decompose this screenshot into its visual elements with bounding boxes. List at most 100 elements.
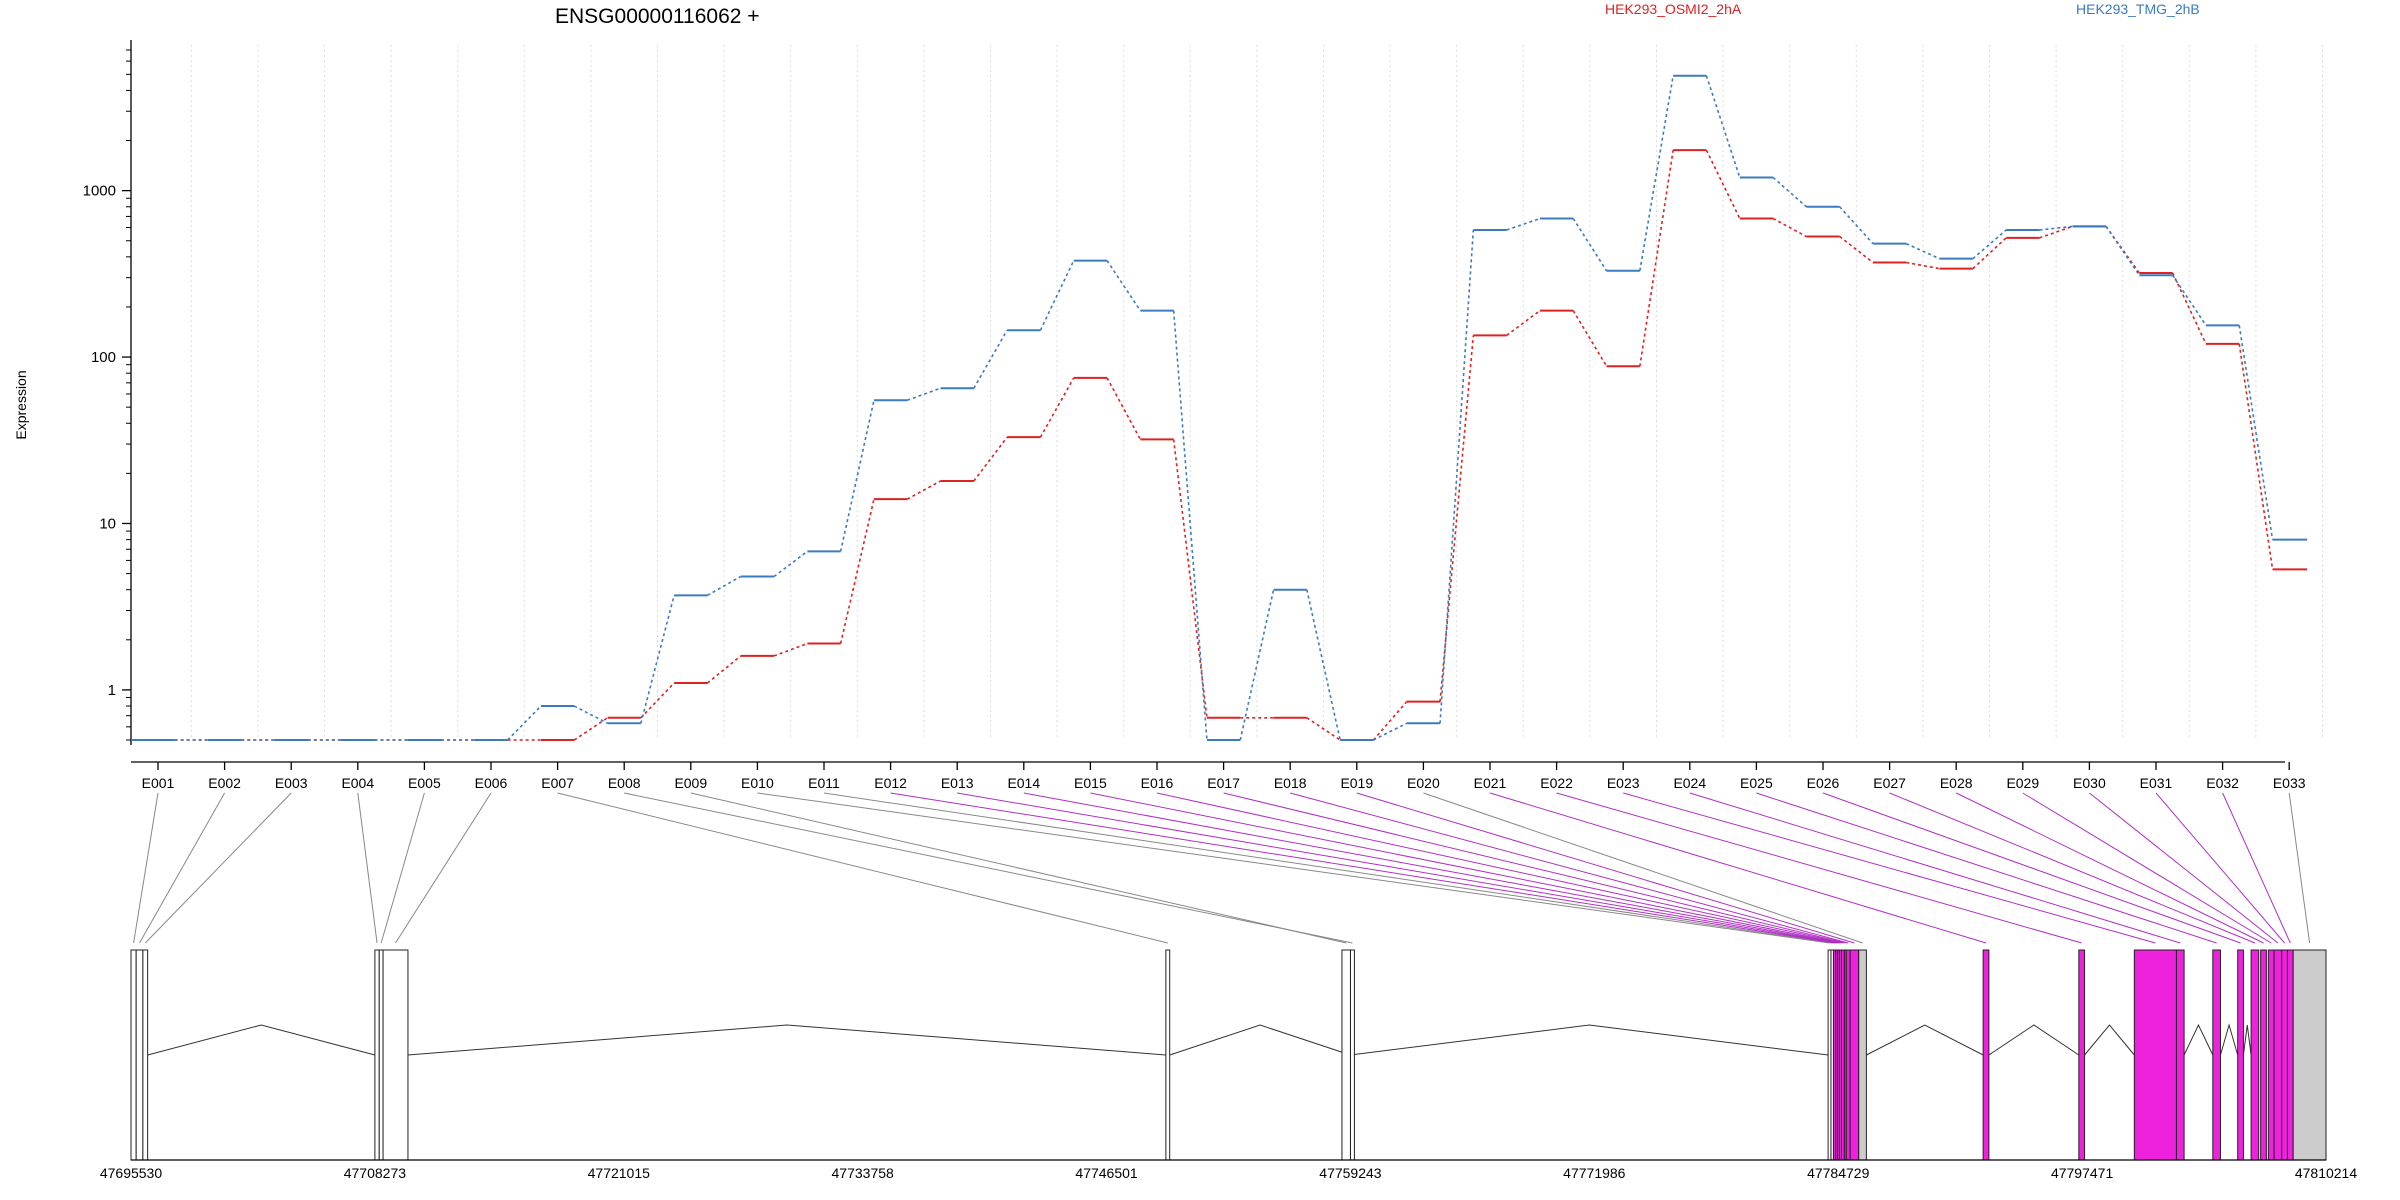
data-transition — [1172, 439, 1208, 718]
data-transition — [1506, 310, 1541, 337]
connector-e015 — [1090, 792, 1841, 944]
connector-e016 — [1156, 792, 1844, 944]
data-transition — [1306, 717, 1341, 741]
data-transition — [1572, 310, 1608, 367]
data-transition — [1439, 335, 1475, 702]
x-tick-label: E029 — [2006, 775, 2039, 791]
connector-e012 — [890, 792, 1835, 944]
connector-e004 — [357, 792, 378, 944]
x-tick-label: E011 — [808, 775, 840, 791]
intron — [1988, 1024, 2080, 1056]
y-tick-label: 1000 — [83, 183, 116, 200]
exon-e024 — [2175, 949, 2185, 1161]
exon-e001 — [130, 949, 137, 1161]
data-transition — [2171, 272, 2207, 345]
exon-connectors — [133, 792, 2311, 944]
intron — [2242, 1024, 2252, 1056]
y-tick-label: 10 — [99, 515, 116, 532]
exon-e005 — [378, 949, 384, 1161]
connector-e030 — [2089, 792, 2279, 944]
legend-label-osmi2: HEK293_OSMI2_2hA — [1605, 1, 1742, 17]
data-transition — [1905, 242, 1940, 260]
data-transition — [1439, 229, 1475, 724]
connector-e001 — [133, 792, 159, 944]
genome-tick-label: 47759243 — [1319, 1165, 1382, 1181]
connector-e017 — [1223, 792, 1846, 944]
data-transition — [1039, 377, 1075, 438]
x-tick-label: E014 — [1007, 775, 1040, 791]
intron — [407, 1024, 1166, 1056]
vertical-gridlines — [190, 45, 2323, 740]
connector-e021 — [1489, 792, 1987, 944]
y-tick-label: 1 — [108, 682, 116, 699]
data-transition — [573, 705, 608, 725]
x-tick-label: E025 — [1740, 775, 1773, 791]
data-transition — [1839, 235, 1874, 264]
data-transition — [2238, 343, 2274, 570]
x-tick-label: E032 — [2206, 775, 2239, 791]
x-tick-label: E033 — [2273, 775, 2306, 791]
series-tmg — [131, 74, 2308, 741]
x-tick-label: E008 — [608, 775, 641, 791]
data-transition — [839, 498, 875, 644]
exon-e020 — [1858, 949, 1867, 1161]
x-tick-label: E013 — [941, 775, 974, 791]
connector-e028 — [1955, 792, 2264, 944]
legend-label-tmg: HEK293_TMG_2hB — [2076, 1, 2200, 17]
connector-e025 — [1756, 792, 2217, 944]
x-tick-label: E018 — [1274, 775, 1307, 791]
data-transition — [1639, 150, 1674, 367]
connector-e003 — [144, 792, 292, 944]
exon-e018 — [1845, 949, 1851, 1161]
gene-model: 47695530 47708273 47721015 47733758 47746501… — [100, 949, 2357, 1181]
data-transition — [2105, 225, 2141, 276]
connector-e027 — [1889, 792, 2256, 944]
x-tick-label: E020 — [1407, 775, 1440, 791]
data-transition — [1373, 722, 1408, 741]
series-osmi2 — [131, 149, 2308, 741]
x-tick-label: E023 — [1607, 775, 1640, 791]
exon-e006 — [382, 949, 409, 1161]
data-transition — [1772, 176, 1807, 208]
x-tick-label: E030 — [2073, 775, 2106, 791]
genome-tick-label: 47797471 — [2051, 1165, 2114, 1181]
exon-e027 — [2250, 949, 2260, 1161]
x-tick-label: E019 — [1340, 775, 1373, 791]
exon-e021 — [1982, 949, 1990, 1161]
data-transition — [706, 655, 742, 684]
connector-e006 — [395, 792, 492, 944]
connector-e019 — [1356, 792, 1855, 944]
exon-e009 — [1341, 949, 1351, 1161]
exon-e030 — [2273, 949, 2283, 1161]
connector-e022 — [1556, 792, 2082, 944]
x-tick-label: E006 — [475, 775, 508, 791]
genome-tick-label: 47733758 — [832, 1165, 895, 1181]
x-tick-label: E022 — [1540, 775, 1573, 791]
y-axis-label: Expression — [13, 370, 29, 439]
data-transition — [1239, 589, 1275, 741]
x-tick-label: E015 — [1074, 775, 1107, 791]
connector-e009 — [690, 792, 1347, 944]
data-transition — [640, 682, 675, 719]
data-transition — [839, 400, 875, 552]
x-tick-label: E031 — [2140, 775, 2173, 791]
data-transition — [1772, 217, 1807, 238]
x-tick-label: E021 — [1474, 775, 1507, 791]
connector-e018 — [1290, 792, 1849, 944]
exon-e033 — [2292, 949, 2327, 1161]
connector-e033 — [2288, 792, 2311, 944]
data-transition — [906, 480, 941, 500]
data-transition — [973, 329, 1008, 389]
data-transition — [973, 436, 1008, 482]
data-transition — [1705, 149, 1741, 219]
exon-e032 — [2286, 949, 2294, 1161]
intron — [147, 1024, 376, 1056]
genome-tick-label: 47695530 — [100, 1165, 163, 1181]
genome-tick-label: 47771986 — [1563, 1165, 1626, 1181]
exon-e022 — [2078, 949, 2086, 1161]
connector-e020 — [1423, 792, 1863, 944]
x-tick-label: E007 — [541, 775, 574, 791]
exon-e031 — [2281, 949, 2288, 1161]
series-lines — [131, 74, 2308, 741]
